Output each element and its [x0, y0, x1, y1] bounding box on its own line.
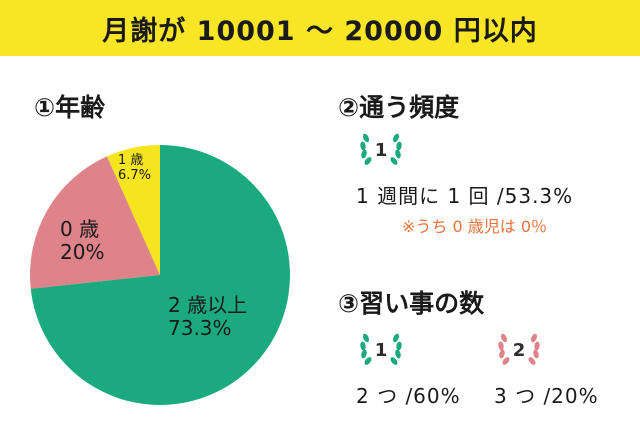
- laurel-wreath-icon: 1: [356, 330, 406, 370]
- laurel-wreath-icon: 2: [494, 330, 544, 370]
- pie-slice-age-2plus: [30, 145, 291, 405]
- lessons-stat-2: 3 つ /20%: [494, 384, 599, 408]
- laurel-wreath-pink-graphic: [498, 333, 540, 365]
- rank-number: 2: [512, 339, 526, 361]
- slice-name: 2 歳以上: [168, 293, 248, 317]
- slice-label-age-2plus: 2 歳以上 73.3%: [168, 294, 247, 340]
- slice-value: 73.3%: [168, 316, 232, 340]
- lessons-section-title: ③習い事の数: [338, 289, 485, 318]
- age-section-title: ①年齢: [34, 93, 106, 122]
- slice-value: 6.7%: [118, 167, 152, 183]
- slice-label-age-0: 0 歳 20%: [60, 218, 104, 264]
- page-title-banner: 月謝が 10001 〜 20000 円以内: [0, 0, 640, 56]
- frequency-stat: 1 週間に 1 回 /53.3%: [356, 184, 574, 208]
- laurel-wreath-green-graphic: [360, 333, 402, 365]
- rank-number: 1: [374, 139, 388, 161]
- slice-value: 20%: [60, 240, 105, 264]
- laurel-wreath-green-graphic: [360, 133, 402, 165]
- rank-number: 1: [374, 339, 388, 361]
- pie-slice-age-0: [29, 156, 160, 289]
- pie-slice-age-1: [106, 145, 160, 275]
- slice-name: 1 歳: [118, 153, 144, 168]
- lessons-stat-1: 2 つ /60%: [356, 384, 461, 408]
- slice-label-age-1: 1 歳 6.7%: [118, 153, 152, 184]
- frequency-note: ※うち 0 歳児は 0％: [402, 217, 548, 236]
- slice-name: 0 歳: [60, 217, 100, 241]
- laurel-wreath-icon: 1: [356, 130, 406, 170]
- page-title: 月謝が 10001 〜 20000 円以内: [102, 15, 538, 47]
- frequency-section-title: ②通う頻度: [338, 93, 460, 122]
